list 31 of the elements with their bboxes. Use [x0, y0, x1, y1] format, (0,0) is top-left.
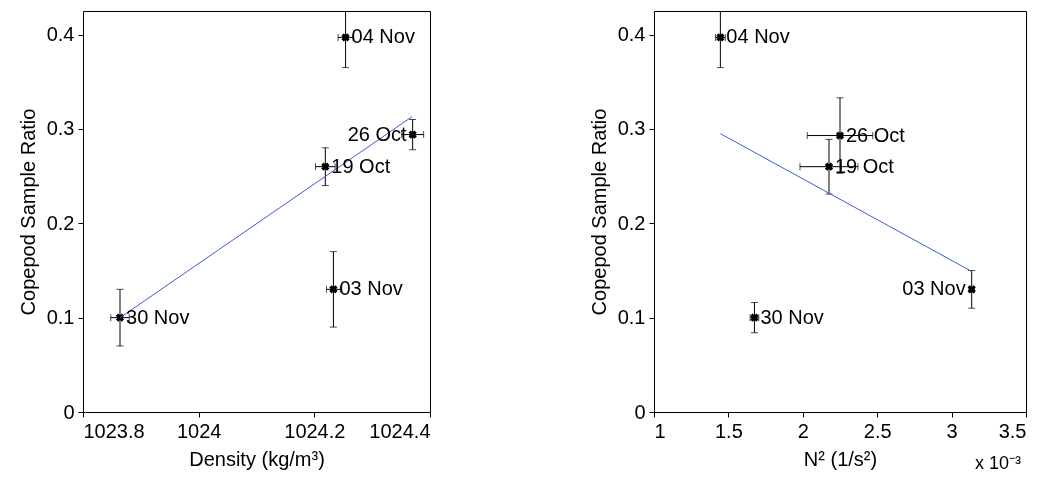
x-tick-label: 2.5 — [863, 419, 892, 442]
y-tick-label: 0.2 — [46, 211, 75, 234]
y-tick-label: 0.1 — [46, 306, 75, 329]
x-tick-label: 1024.4 — [369, 419, 431, 442]
x-tick-label: 1 — [654, 419, 666, 442]
annotation: 03 Nov — [339, 277, 403, 300]
y-tick-label: 0.4 — [46, 23, 75, 46]
annotation: 30 Nov — [126, 305, 190, 328]
y-tick-label: 0.3 — [46, 117, 75, 140]
x-tick-label: 2 — [797, 419, 809, 442]
x-tick-label: 1024.2 — [284, 419, 346, 442]
annotation: 30 Nov — [760, 305, 824, 328]
text: x 10⁻³ — [975, 452, 1022, 474]
y-tick-label: 0.1 — [617, 306, 646, 329]
y-axis-title: Copepod Sample Ratio — [587, 108, 610, 316]
y-tick-label: 0.4 — [617, 23, 646, 46]
y-tick-label: 0.3 — [617, 117, 646, 140]
x-tick-label: 1024 — [176, 419, 222, 442]
annotation: 03 Nov — [902, 277, 966, 300]
x-axis-title: N² (1/s²) — [803, 447, 878, 470]
x-tick-label: 3.5 — [998, 419, 1027, 442]
y-axis-title: Copepod Sample Ratio — [16, 108, 39, 316]
y-tick-label: 0 — [634, 400, 646, 423]
x-tick-label: 3 — [946, 419, 958, 442]
x-axis-title: Density (kg/m³) — [189, 447, 325, 470]
x-tick-label: 1023.8 — [83, 419, 145, 442]
y-tick-label: 0.2 — [617, 211, 646, 234]
annotation: 04 Nov — [351, 25, 415, 48]
annotation: 04 Nov — [726, 25, 790, 48]
y-tick-label: 0 — [63, 400, 75, 423]
x-tick-label: 1.5 — [714, 419, 743, 442]
